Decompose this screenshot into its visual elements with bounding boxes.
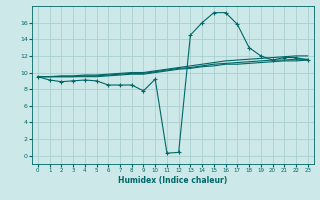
X-axis label: Humidex (Indice chaleur): Humidex (Indice chaleur) xyxy=(118,176,228,185)
